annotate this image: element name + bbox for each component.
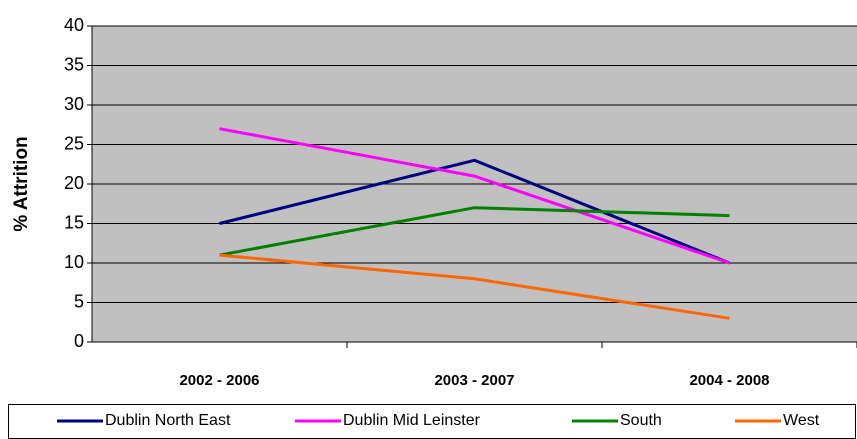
y-axis-label: % Attrition — [11, 136, 32, 231]
legend-label: Dublin Mid Leinster — [343, 412, 481, 429]
legend-label: Dublin North East — [105, 412, 231, 429]
series-line — [219, 158, 731, 265]
legend-label: West — [783, 412, 820, 429]
legend — [8, 404, 856, 439]
y-tick-label: 0 — [74, 331, 84, 351]
x-tick-label: 2003 - 2007 — [434, 372, 514, 389]
y-tick-label: 40 — [64, 15, 84, 35]
x-tick-label: 2004 - 2008 — [689, 372, 769, 389]
y-tick-label: 15 — [64, 212, 84, 232]
series-line — [219, 253, 730, 320]
y-tick-label: 35 — [64, 54, 84, 74]
x-tick-label: 2002 - 2006 — [179, 372, 259, 389]
y-tick-label: 5 — [74, 291, 84, 311]
series-line — [219, 206, 730, 257]
y-tick-label: 30 — [64, 94, 84, 114]
legend-label: South — [620, 412, 662, 429]
y-tick-label: 10 — [64, 252, 84, 272]
y-tick-label: 25 — [64, 133, 84, 153]
series-line — [219, 127, 730, 265]
y-tick-label: 20 — [64, 173, 84, 193]
